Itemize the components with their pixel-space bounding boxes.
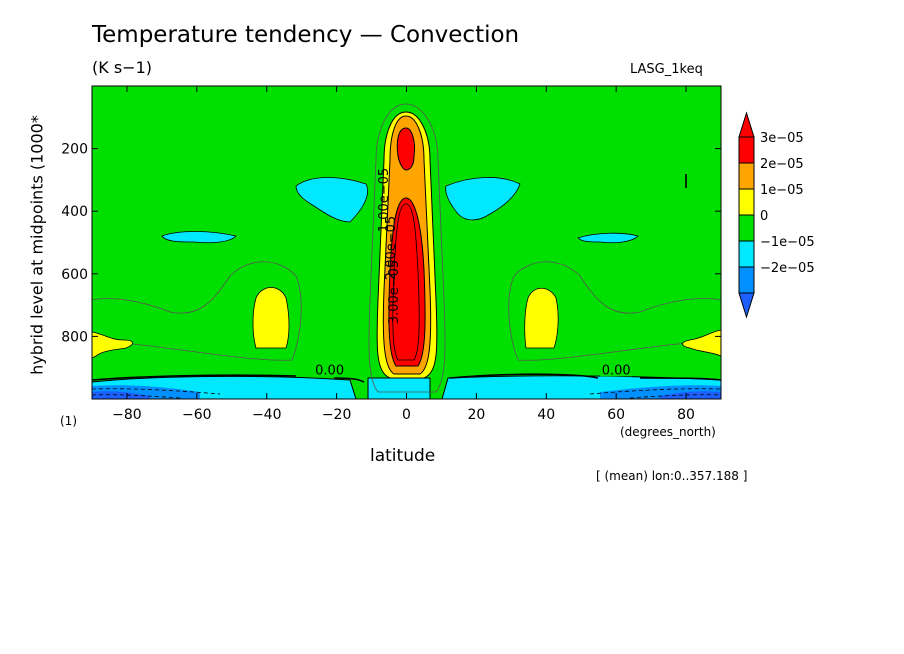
- colorbar-legend: 3e−05 2e−05 1e−05 0 −1e−05 −2e−05: [738, 111, 815, 319]
- legend-swatch: [738, 188, 755, 216]
- positive-region-nh-patch: [252, 287, 290, 349]
- y-axis: 200 400 600 800: [61, 142, 721, 345]
- tower-contour-label: 3.00e−05: [387, 260, 402, 324]
- dashed-contour-sh: [589, 388, 722, 399]
- y-tick-label: 600: [61, 267, 88, 283]
- contour-label-bg: [313, 363, 346, 377]
- legend-swatch: [738, 240, 755, 268]
- x-tick-label: −80: [112, 407, 142, 423]
- averaging-note: [ (mean) lon:0..357.188 ]: [596, 469, 748, 483]
- tower-red-upper: [396, 127, 415, 171]
- legend-label: −1e−05: [760, 235, 815, 250]
- legend-top-arrow: [738, 111, 755, 138]
- legend-swatch: [738, 266, 755, 294]
- positive-region-nh-edge: [91, 331, 133, 359]
- dashed-contour-nh: [91, 388, 221, 399]
- x-tick-label: −20: [322, 407, 352, 423]
- contour-label: 0.00: [602, 363, 631, 378]
- strongest-negative-surface-sh: [660, 391, 721, 399]
- tower-contour-label: 1.00e−05: [377, 168, 392, 232]
- run-label: LASG_1keq: [630, 62, 703, 77]
- x-tick-label: 80: [677, 407, 695, 423]
- negative-region-sh-upper: [445, 177, 521, 221]
- x-tick-label: 0: [402, 407, 411, 423]
- legend-label: −2e−05: [760, 261, 815, 276]
- x-axis: −80 −60 −40 −20 0 20 40 60 80: [112, 86, 695, 423]
- tower-inner-contour: [392, 203, 420, 361]
- contour-line-sh-loop: [508, 261, 722, 361]
- legend-label: 1e−05: [760, 183, 804, 198]
- legend-label: 3e−05: [760, 131, 804, 146]
- positive-region-sh-edge: [682, 329, 722, 357]
- x-tick-label: 60: [607, 407, 625, 423]
- negative-region-nh-upper: [295, 177, 368, 223]
- y-tick-label: 400: [61, 204, 88, 220]
- legend-bottom-arrow: [738, 292, 755, 319]
- x-tick-label: −60: [182, 407, 212, 423]
- positive-region-sh-patch: [524, 287, 559, 349]
- contour-line-nh-loop: [91, 261, 302, 361]
- legend-swatch: [738, 214, 755, 242]
- tower-contour-label: 2.00e−05: [384, 216, 399, 280]
- zero-contour: [91, 373, 722, 383]
- contour-label-bg: [600, 363, 633, 377]
- contour-label: 0.00: [315, 363, 344, 378]
- units-label: (K s−1): [92, 58, 152, 77]
- x-tick-label: 20: [467, 407, 485, 423]
- negative-region-sh-mid: [577, 232, 639, 244]
- x-tick-label: 40: [537, 407, 555, 423]
- legend-label: 0: [760, 209, 768, 224]
- x-axis-units: (degrees_north): [620, 425, 716, 439]
- contour-labels: 0.00 0.00: [313, 363, 633, 378]
- legend-label: 2e−05: [760, 157, 804, 172]
- legend-swatch: [738, 162, 755, 190]
- chart-title: Temperature tendency — Convection: [92, 22, 520, 48]
- negative-region-surface-eq: [367, 377, 431, 400]
- y-axis-scale-label: (1): [60, 414, 77, 428]
- tower-outer-contour: [368, 103, 446, 393]
- negative-region-nh-mid: [161, 231, 237, 244]
- legend-swatch: [738, 136, 755, 164]
- plot-area: [91, 86, 722, 400]
- x-tick-label: −40: [252, 407, 282, 423]
- x-axis-label: latitude: [370, 446, 436, 466]
- y-tick-label: 800: [61, 329, 88, 345]
- y-tick-label: 200: [61, 142, 88, 158]
- region-labels: 1.00e−052.00e−053.00e−05: [377, 168, 402, 324]
